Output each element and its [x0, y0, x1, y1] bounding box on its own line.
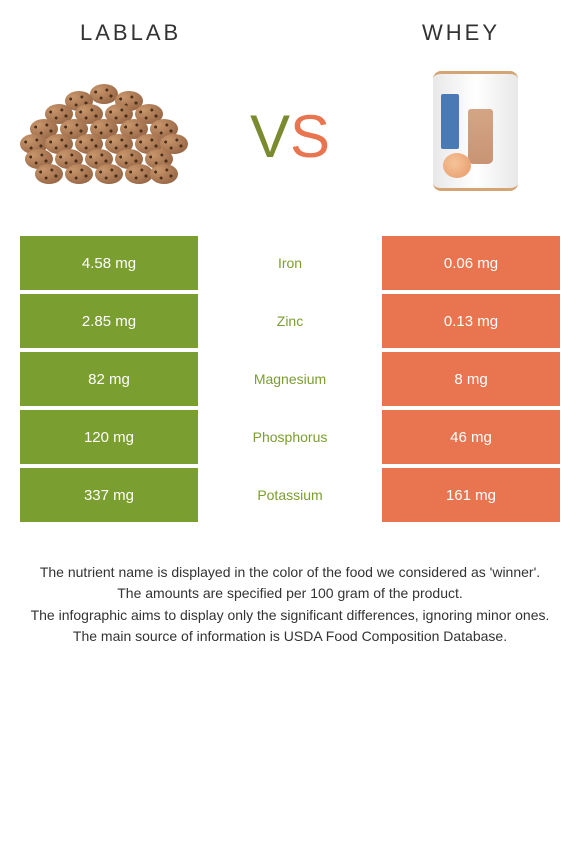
footer-line: The nutrient name is displayed in the co… — [25, 562, 555, 582]
nutrient-right-value: 46 mg — [382, 410, 560, 464]
nutrient-name: Potassium — [198, 468, 382, 522]
nutrient-left-value: 4.58 mg — [20, 236, 198, 290]
nutrient-left-value: 120 mg — [20, 410, 198, 464]
nutrient-right-value: 0.06 mg — [382, 236, 560, 290]
footer-line: The infographic aims to display only the… — [25, 605, 555, 625]
vs-v-letter: V — [250, 102, 290, 171]
table-row: 2.85 mgZinc0.13 mg — [20, 294, 560, 348]
food-left-title: LABLAB — [80, 20, 181, 46]
footer-line: The amounts are specified per 100 gram o… — [25, 583, 555, 603]
footer-notes: The nutrient name is displayed in the co… — [20, 562, 560, 646]
nutrient-left-value: 337 mg — [20, 468, 198, 522]
lablab-image — [20, 71, 190, 201]
nutrient-left-value: 2.85 mg — [20, 294, 198, 348]
nutrient-name: Zinc — [198, 294, 382, 348]
vs-row: V S — [20, 61, 560, 211]
nutrient-name: Magnesium — [198, 352, 382, 406]
footer-line: The main source of information is USDA F… — [25, 626, 555, 646]
food-right-title: WHEY — [422, 20, 500, 46]
beans-icon — [20, 79, 190, 194]
nutrient-name: Iron — [198, 236, 382, 290]
table-row: 120 mgPhosphorus46 mg — [20, 410, 560, 464]
nutrient-name: Phosphorus — [198, 410, 382, 464]
nutrient-left-value: 82 mg — [20, 352, 198, 406]
header-row: LABLAB WHEY — [20, 20, 560, 46]
nutrient-table: 4.58 mgIron0.06 mg2.85 mgZinc0.13 mg82 m… — [20, 236, 560, 522]
vs-s-letter: S — [290, 102, 330, 171]
table-row: 4.58 mgIron0.06 mg — [20, 236, 560, 290]
table-row: 337 mgPotassium161 mg — [20, 468, 560, 522]
nutrient-right-value: 0.13 mg — [382, 294, 560, 348]
vs-label: V S — [250, 102, 330, 171]
whey-can-icon — [425, 71, 525, 201]
nutrient-right-value: 8 mg — [382, 352, 560, 406]
whey-image — [390, 71, 560, 201]
nutrient-right-value: 161 mg — [382, 468, 560, 522]
table-row: 82 mgMagnesium8 mg — [20, 352, 560, 406]
